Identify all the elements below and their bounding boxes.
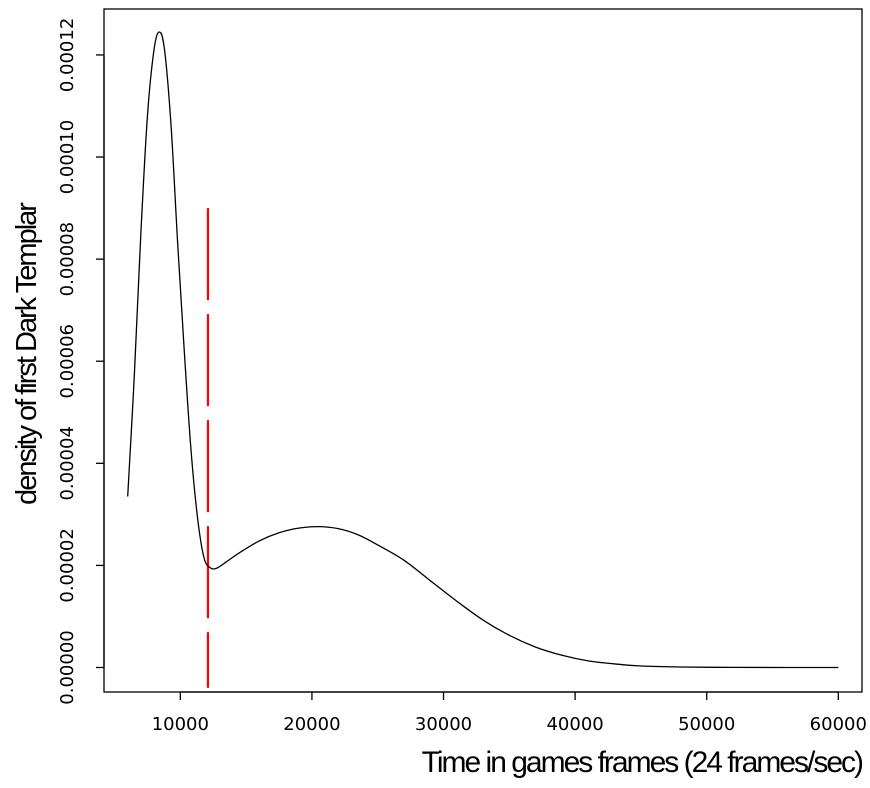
x-tick-label: 40000 <box>546 714 603 735</box>
x-tick-label: 60000 <box>810 714 867 735</box>
density-curve <box>127 31 839 669</box>
y-tick-label: 0.00006 <box>57 324 78 398</box>
y-tick-label: 0.00012 <box>57 18 78 92</box>
x-axis-title: Time in games frames (24 frames/sec) <box>422 746 863 779</box>
x-tick-label: 50000 <box>678 714 735 735</box>
y-tick-label: 0.00002 <box>57 528 78 602</box>
y-axis: 0.00000 0.00002 0.00004 0.00006 0.00008 0.000… <box>57 18 105 705</box>
y-tick-label: 0.00010 <box>57 120 78 194</box>
x-tick-label: 30000 <box>415 714 472 735</box>
x-axis: 10000 20000 30000 40000 50000 60000 <box>152 691 867 735</box>
y-tick-label: 0.00000 <box>57 630 78 704</box>
x-tick-label: 20000 <box>283 714 340 735</box>
y-tick-label: 0.00004 <box>57 426 78 500</box>
x-tick-label: 10000 <box>152 714 209 735</box>
plot-frame <box>103 8 863 693</box>
y-tick-label: 0.00008 <box>57 222 78 296</box>
y-axis-title: density of first Dark Templar <box>11 202 43 505</box>
